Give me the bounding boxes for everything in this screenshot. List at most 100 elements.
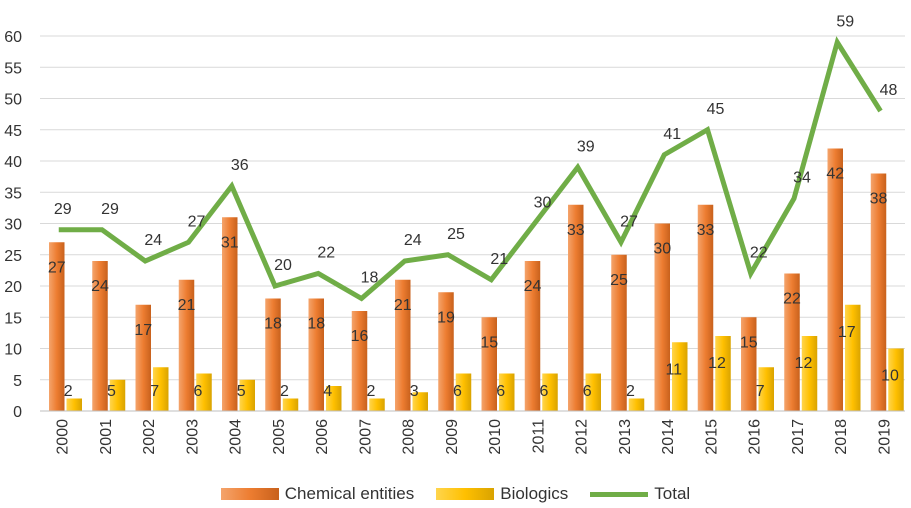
data-label-biologics-2018: 17 bbox=[838, 324, 856, 341]
y-tick-label: 20 bbox=[4, 279, 22, 296]
bar-biologics-2010 bbox=[499, 373, 515, 411]
x-tick-label: 2011 bbox=[530, 419, 547, 454]
data-label-biologics-2005: 2 bbox=[280, 383, 289, 400]
data-label-biologics-2016: 7 bbox=[756, 383, 765, 400]
x-tick-label: 2001 bbox=[98, 419, 115, 455]
x-tick-label: 2012 bbox=[574, 419, 591, 455]
bar-chemical-2004 bbox=[222, 217, 238, 411]
bar-biologics-2002 bbox=[153, 367, 169, 411]
data-label-biologics-2014: 11 bbox=[665, 361, 682, 378]
data-label-biologics-2004: 5 bbox=[237, 383, 246, 400]
bar-chemical-2014 bbox=[654, 223, 670, 411]
x-tick-label: 2010 bbox=[487, 419, 504, 455]
data-label-biologics-2012: 6 bbox=[583, 383, 592, 400]
bar-chemical-2018 bbox=[827, 148, 843, 411]
legend-swatch-biologics bbox=[436, 488, 495, 500]
x-tick-label: 2002 bbox=[141, 419, 158, 455]
x-tick-label: 2019 bbox=[876, 419, 893, 455]
bar-biologics-2004 bbox=[239, 379, 255, 411]
data-label-chemical-2010: 15 bbox=[480, 334, 498, 351]
bar-biologics-2000 bbox=[66, 398, 82, 411]
data-label-biologics-2008: 3 bbox=[410, 383, 419, 400]
bar-chemical-2007 bbox=[351, 311, 368, 411]
data-label-chemical-2015: 33 bbox=[697, 222, 715, 239]
bar-chemical-2019 bbox=[870, 173, 887, 411]
line-total bbox=[58, 36, 883, 302]
data-label-biologics-2017: 12 bbox=[795, 355, 813, 372]
bar-biologics-2006 bbox=[326, 386, 342, 411]
x-tick-label: 2007 bbox=[357, 419, 374, 455]
legend-swatch-total bbox=[590, 491, 649, 497]
y-tick-label: 0 bbox=[13, 404, 22, 421]
data-label-total-2019: 48 bbox=[880, 82, 898, 99]
data-label-total-2016: 22 bbox=[750, 245, 768, 262]
bar-chemical-2002 bbox=[135, 304, 151, 411]
legend-label-chemical: Chemical entities bbox=[284, 484, 415, 503]
x-tick-label: 2008 bbox=[401, 419, 418, 455]
data-label-chemical-2003: 21 bbox=[178, 297, 196, 314]
legend: Chemical entities Biologics Total bbox=[0, 480, 911, 508]
bar-chemical-2017 bbox=[784, 273, 800, 411]
bar-chemical-2009 bbox=[438, 292, 454, 411]
data-label-chemical-2011: 24 bbox=[524, 278, 542, 295]
data-label-chemical-2014: 30 bbox=[653, 241, 671, 258]
x-tick-label: 2009 bbox=[444, 419, 461, 455]
bar-chemical-2000 bbox=[49, 242, 65, 411]
legend-item-biologics: Biologics bbox=[436, 484, 568, 504]
data-label-total-2017: 34 bbox=[793, 170, 811, 187]
bar-chemical-2015 bbox=[697, 204, 714, 411]
data-label-total-2013: 27 bbox=[620, 213, 638, 230]
bar-biologics-2015 bbox=[715, 336, 731, 411]
data-label-chemical-2001: 24 bbox=[91, 278, 109, 295]
data-label-total-2012: 39 bbox=[577, 138, 595, 155]
data-label-total-2014: 41 bbox=[663, 126, 681, 143]
data-label-chemical-2013: 25 bbox=[610, 272, 628, 289]
x-tick-label: 2014 bbox=[660, 419, 677, 455]
bar-biologics-2001 bbox=[109, 379, 126, 411]
data-label-chemical-2017: 22 bbox=[783, 291, 801, 308]
bar-chemical-2003 bbox=[178, 279, 195, 411]
bar-chemical-2001 bbox=[92, 261, 108, 411]
legend-label-total: Total bbox=[654, 484, 691, 503]
x-tick-label: 2006 bbox=[314, 419, 331, 455]
legend-label-biologics: Biologics bbox=[500, 484, 569, 503]
y-tick-label: 5 bbox=[13, 373, 22, 390]
data-label-chemical-2004: 31 bbox=[221, 234, 239, 251]
bar-biologics-2016 bbox=[758, 367, 774, 411]
data-label-chemical-2007: 16 bbox=[351, 328, 369, 345]
data-label-chemical-2006: 18 bbox=[307, 316, 325, 333]
data-label-chemical-2000: 27 bbox=[48, 259, 66, 276]
x-tick-label: 2003 bbox=[184, 419, 201, 455]
data-label-biologics-2011: 6 bbox=[540, 383, 549, 400]
bar-chemical-2016 bbox=[741, 317, 757, 411]
x-tick-label: 2016 bbox=[747, 419, 764, 455]
data-label-total-2015: 45 bbox=[707, 101, 725, 118]
data-label-chemical-2005: 18 bbox=[264, 316, 282, 333]
data-label-total-2006: 22 bbox=[317, 245, 335, 262]
y-tick-label: 60 bbox=[4, 29, 22, 46]
data-label-biologics-2003: 6 bbox=[194, 383, 203, 400]
bar-biologics-2019 bbox=[888, 348, 904, 411]
data-label-total-2007: 18 bbox=[361, 270, 379, 287]
y-tick-label: 10 bbox=[4, 342, 22, 359]
bar-biologics-2017 bbox=[801, 336, 818, 411]
data-label-biologics-2002: 7 bbox=[150, 383, 159, 400]
bar-biologics-2011 bbox=[542, 373, 558, 411]
data-label-biologics-2001: 5 bbox=[107, 383, 116, 400]
data-label-total-2003: 27 bbox=[188, 213, 206, 230]
bar-biologics-2012 bbox=[585, 373, 601, 411]
data-label-total-2009: 25 bbox=[447, 226, 465, 243]
bar-biologics-2007 bbox=[369, 398, 385, 411]
data-label-chemical-2018: 42 bbox=[826, 166, 844, 183]
x-tick-label: 2004 bbox=[228, 419, 245, 455]
data-label-total-2011: 30 bbox=[534, 195, 552, 212]
x-tick-label: 2017 bbox=[790, 419, 807, 455]
data-label-biologics-2010: 6 bbox=[496, 383, 505, 400]
x-tick-label: 2000 bbox=[55, 419, 72, 455]
bar-biologics-2018 bbox=[845, 304, 861, 411]
data-label-biologics-2015: 12 bbox=[708, 355, 726, 372]
data-label-total-2000: 29 bbox=[54, 201, 72, 218]
y-tick-label: 35 bbox=[4, 185, 22, 202]
x-tick-label: 2018 bbox=[833, 419, 850, 455]
